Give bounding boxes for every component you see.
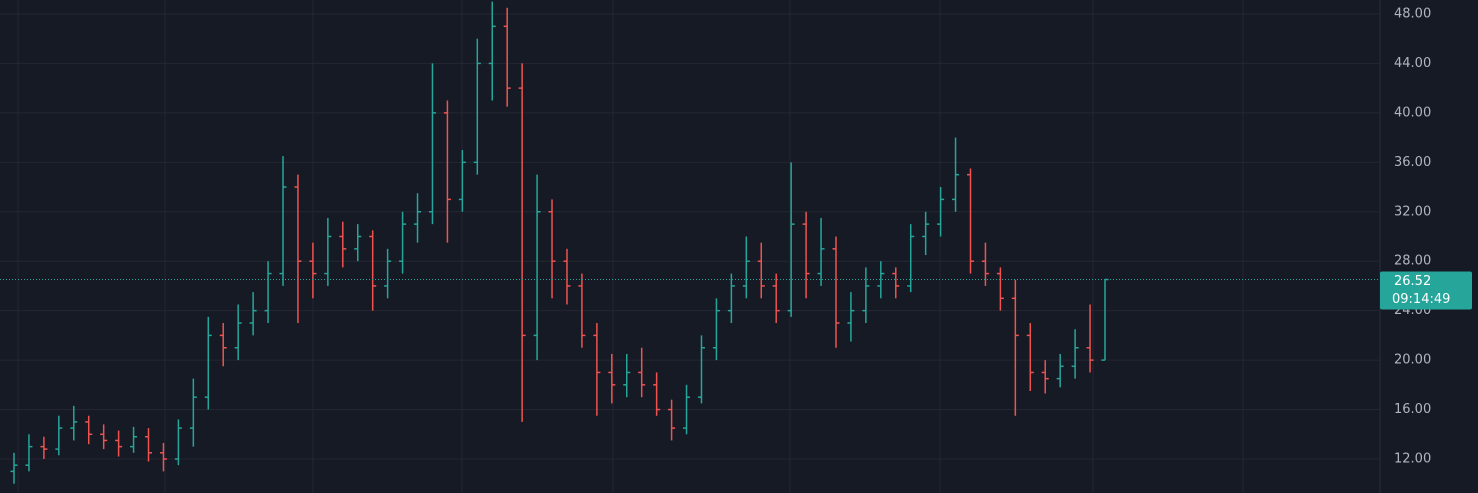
ohlc-bar bbox=[503, 7, 511, 107]
ohlc-bar bbox=[204, 316, 212, 410]
ohlc-bar bbox=[279, 156, 287, 286]
ohlc-bar bbox=[1056, 353, 1064, 388]
ohlc-bar bbox=[638, 347, 646, 398]
ohlc-bar bbox=[981, 242, 989, 286]
ohlc-bar bbox=[593, 323, 601, 416]
ohlc-bar bbox=[653, 372, 661, 416]
ohlc-bar bbox=[1026, 323, 1034, 392]
ohlc-bar bbox=[742, 236, 750, 299]
y-tick-label: 20.00 bbox=[1394, 353, 1431, 368]
ohlc-bar bbox=[518, 63, 526, 422]
y-tick-label: 16.00 bbox=[1394, 402, 1431, 417]
ohlc-bar bbox=[757, 242, 765, 299]
y-tick-label: 44.00 bbox=[1394, 56, 1431, 71]
ohlc-bar bbox=[428, 63, 436, 225]
ohlc-bar bbox=[234, 304, 242, 361]
ohlc-bar bbox=[324, 217, 332, 286]
ohlc-bar bbox=[1071, 329, 1079, 379]
ohlc-bar bbox=[458, 149, 466, 212]
ohlc-bar bbox=[802, 211, 810, 299]
ohlc-bar bbox=[817, 217, 825, 286]
y-tick-label: 40.00 bbox=[1394, 105, 1431, 120]
last-price-box bbox=[1380, 271, 1472, 310]
ohlc-bar bbox=[309, 242, 317, 299]
ohlc-bar bbox=[159, 442, 167, 472]
ohlc-bar bbox=[996, 267, 1004, 311]
y-tick-label: 28.00 bbox=[1394, 254, 1431, 269]
ohlc-bar bbox=[683, 384, 691, 435]
ohlc-bar bbox=[623, 353, 631, 398]
y-tick-label: 36.00 bbox=[1394, 155, 1431, 170]
ohlc-bar bbox=[339, 221, 347, 268]
ohlc-bar bbox=[369, 230, 377, 311]
ohlc-bar bbox=[249, 292, 257, 336]
ohlc-bar bbox=[384, 248, 392, 299]
ohlc-bar bbox=[772, 273, 780, 324]
ohlc-bar bbox=[264, 261, 272, 324]
ohlc-bar bbox=[832, 236, 840, 348]
ohlc-bar bbox=[608, 353, 616, 404]
ohlc-bar bbox=[1011, 279, 1019, 416]
ohlc-bar bbox=[70, 405, 78, 441]
ohlc-bar bbox=[727, 273, 735, 324]
ohlc-bar bbox=[219, 323, 227, 367]
ohlc-bar bbox=[877, 261, 885, 299]
ohlc-bar bbox=[414, 193, 422, 243]
y-tick-label: 12.00 bbox=[1394, 452, 1431, 467]
ohlc-bar bbox=[697, 335, 705, 404]
time-grid bbox=[17, 0, 1244, 493]
ohlc-bar bbox=[145, 428, 153, 462]
ohlc-bar bbox=[40, 436, 48, 460]
ohlc-bar bbox=[578, 273, 586, 348]
ohlc-bar bbox=[533, 174, 541, 361]
ohlc-bar bbox=[354, 224, 362, 262]
ohlc-bar bbox=[892, 267, 900, 299]
ohlc-bar bbox=[115, 430, 123, 457]
ohlc-bar bbox=[922, 211, 930, 256]
ohlc-bar bbox=[55, 415, 63, 456]
ohlc-bar bbox=[10, 452, 18, 484]
y-tick-label: 48.00 bbox=[1394, 6, 1431, 21]
ohlc-bar bbox=[712, 298, 720, 361]
ohlc-bar bbox=[563, 248, 571, 305]
ohlc-bar bbox=[1086, 304, 1094, 373]
ohlc-bar bbox=[130, 426, 138, 453]
ohlc-bar bbox=[907, 224, 915, 293]
ohlc-bar bbox=[189, 378, 197, 447]
ohlc-bar bbox=[668, 399, 676, 441]
ohlc-bar bbox=[443, 100, 451, 243]
ohlc-bar bbox=[787, 162, 795, 317]
ohlc-bar bbox=[399, 211, 407, 274]
ohlc-bar bbox=[174, 419, 182, 466]
ohlc-bar bbox=[25, 434, 33, 472]
last-price-label: 26.52 bbox=[1394, 274, 1431, 289]
ohlc-bar bbox=[1041, 360, 1049, 394]
ohlc-bar bbox=[85, 415, 93, 445]
ohlc-bar bbox=[966, 168, 974, 274]
ohlc-bar bbox=[294, 174, 302, 324]
ohlc-bar bbox=[862, 267, 870, 324]
ohlc-bar bbox=[100, 424, 108, 450]
ohlc-bar bbox=[937, 187, 945, 237]
ohlc-bar bbox=[952, 137, 960, 212]
ohlc-bar bbox=[548, 199, 556, 299]
y-tick-label: 32.00 bbox=[1394, 204, 1431, 219]
ohlc-bar bbox=[847, 292, 855, 342]
ohlc-bar bbox=[488, 1, 496, 101]
countdown-label: 09:14:49 bbox=[1392, 292, 1450, 307]
ohlc-bar bbox=[473, 38, 481, 175]
